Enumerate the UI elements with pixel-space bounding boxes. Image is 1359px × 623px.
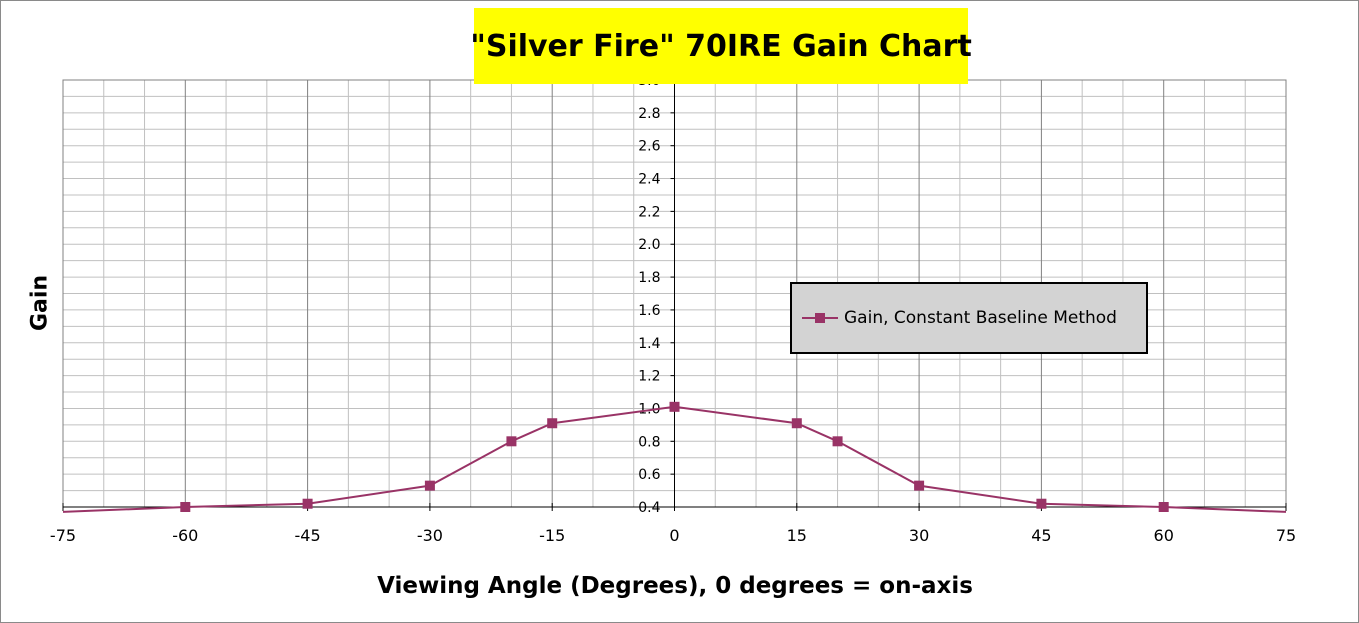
x-tick-label: -75 — [50, 526, 76, 545]
y-tick-label: 2.4 — [638, 172, 660, 188]
x-tick-label: 15 — [787, 526, 807, 545]
x-tick-label: -60 — [172, 526, 198, 545]
data-point-marker — [1158, 502, 1169, 512]
legend-series-marker-icon — [802, 313, 838, 323]
y-axis-label: Gain — [27, 274, 53, 332]
data-point-marker — [669, 401, 680, 412]
data-point-marker — [302, 498, 313, 509]
x-tick-label: 30 — [909, 526, 929, 545]
y-tick-label: 2.8 — [638, 106, 660, 122]
legend: Gain, Constant Baseline Method — [790, 282, 1148, 354]
y-tick-label: 2.6 — [638, 139, 660, 155]
legend-series-label: Gain, Constant Baseline Method — [844, 308, 1117, 328]
chart-title: "Silver Fire" 70IRE Gain Chart — [470, 8, 972, 84]
y-tick-label: 2.0 — [638, 237, 660, 253]
x-tick-label: 45 — [1031, 526, 1051, 545]
y-tick-label: 0.6 — [638, 467, 660, 483]
x-tick-label: -30 — [417, 526, 443, 545]
y-tick-label: 1.8 — [638, 270, 660, 286]
y-tick-label: 2.2 — [638, 204, 660, 220]
data-point-marker — [832, 436, 843, 447]
data-point-marker — [1036, 498, 1047, 509]
data-point-marker — [914, 480, 925, 491]
y-tick-label: 1.2 — [638, 369, 660, 385]
data-point-marker — [506, 436, 517, 447]
y-tick-label: 0.4 — [638, 500, 660, 516]
y-tick-label: 0.8 — [638, 434, 660, 450]
x-tick-label: 60 — [1154, 526, 1174, 545]
y-tick-label: 1.4 — [638, 336, 660, 352]
data-point-marker — [424, 480, 435, 491]
x-tick-label: 75 — [1276, 526, 1296, 545]
x-tick-label: -45 — [295, 526, 321, 545]
x-axis-label: Viewing Angle (Degrees), 0 degrees = on-… — [377, 573, 973, 599]
data-point-marker — [547, 418, 558, 429]
data-point-marker — [180, 502, 191, 512]
x-tick-label: -15 — [539, 526, 565, 545]
data-point-marker — [791, 418, 802, 429]
x-tick-label: 0 — [669, 526, 679, 545]
y-tick-label: 1.6 — [638, 303, 660, 319]
